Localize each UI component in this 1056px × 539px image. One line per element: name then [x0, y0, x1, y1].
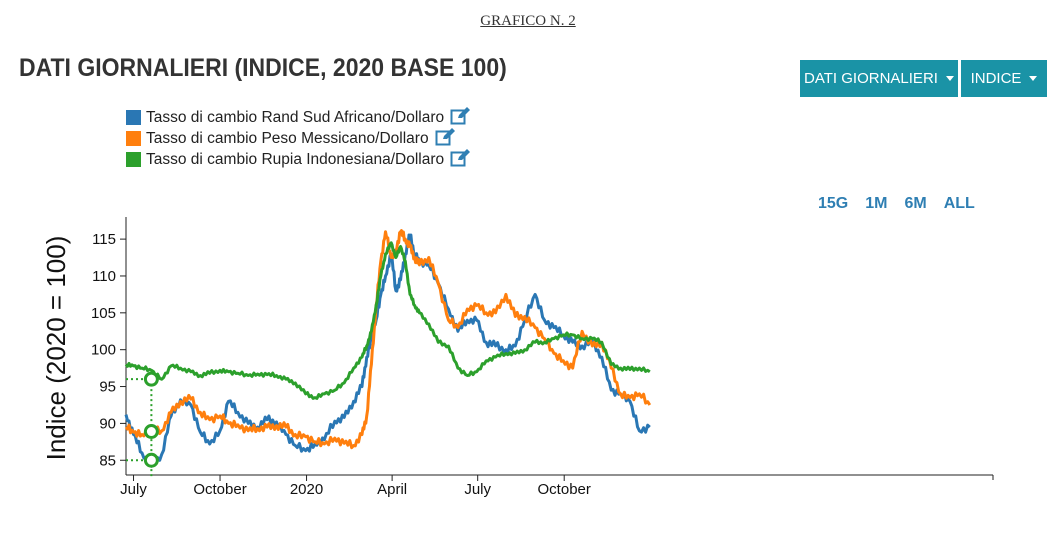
x-tick-label: 2020	[290, 481, 323, 498]
frequency-dropdown-label: DATI GIORNALIERI	[804, 70, 938, 87]
y-tick-label: 95	[99, 379, 116, 396]
series-line-mxn	[124, 229, 652, 450]
x-tick-label: April	[377, 481, 407, 498]
y-tick-label: 90	[99, 415, 116, 432]
caret-down-icon	[1029, 76, 1038, 81]
x-tick-label: October	[538, 481, 591, 498]
y-tick-label: 105	[91, 305, 116, 322]
chart-legend: Tasso di cambio Rand Sud Africano/Dollar…	[126, 106, 472, 172]
range-button-1m[interactable]: 1M	[865, 195, 888, 212]
legend-label: Tasso di cambio Peso Messicano/Dollaro	[146, 129, 429, 147]
x-tick-label: October	[193, 481, 246, 498]
legend-item-mxn[interactable]: Tasso di cambio Peso Messicano/Dollaro	[126, 127, 472, 151]
series-line-zar	[124, 233, 651, 468]
range-button-15g[interactable]: 15G	[818, 195, 849, 212]
edit-pencil-icon[interactable]	[450, 148, 472, 172]
legend-swatch	[126, 110, 141, 125]
legend-item-idr[interactable]: Tasso di cambio Rupia Indonesiana/Dollar…	[126, 148, 472, 172]
edit-pencil-icon[interactable]	[450, 106, 472, 130]
hover-marker	[143, 424, 159, 440]
measure-dropdown-label: INDICE	[970, 70, 1022, 87]
legend-swatch	[126, 131, 141, 146]
range-button-6m[interactable]: 6M	[904, 195, 927, 212]
x-tick-label: July	[464, 481, 491, 498]
legend-label: Tasso di cambio Rand Sud Africano/Dollar…	[146, 108, 445, 126]
y-tick-label: 115	[92, 231, 116, 248]
y-tick-label: 100	[91, 342, 116, 359]
measure-dropdown[interactable]: INDICE	[961, 60, 1047, 97]
chart-caption: GRAFICO N. 2	[480, 13, 576, 29]
page-title: DATI GIORNALIERI (INDICE, 2020 BASE 100)	[19, 54, 507, 82]
frequency-dropdown[interactable]: DATI GIORNALIERI	[800, 60, 958, 97]
series-line-idr	[124, 241, 651, 400]
hover-marker	[143, 371, 159, 387]
legend-item-zar[interactable]: Tasso di cambio Rand Sud Africano/Dollar…	[126, 106, 472, 130]
hover-marker	[143, 452, 159, 468]
y-tick-label: 110	[92, 268, 116, 285]
caret-down-icon	[945, 76, 954, 81]
y-tick-label: 85	[99, 452, 116, 469]
legend-swatch	[126, 152, 141, 167]
range-button-all[interactable]: ALL	[943, 195, 975, 212]
range-buttons: 15G 1M 6M ALL	[818, 195, 992, 213]
legend-label: Tasso di cambio Rupia Indonesiana/Dollar…	[146, 150, 445, 168]
y-axis-label: Indice (2020 = 100)	[41, 236, 71, 461]
x-tick-label: July	[120, 481, 147, 498]
edit-pencil-icon[interactable]	[435, 127, 457, 151]
